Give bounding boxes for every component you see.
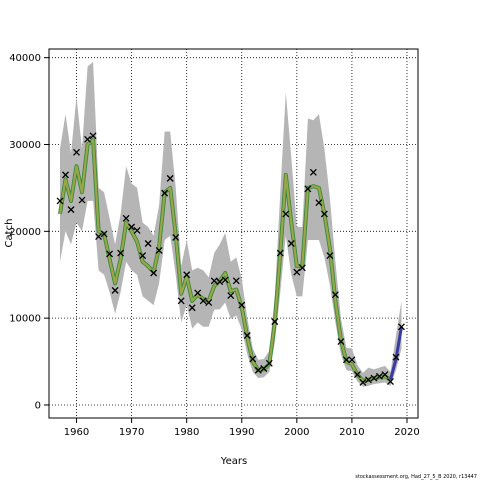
y-tick-label: 30000 [9, 140, 41, 151]
observed-point [271, 318, 279, 326]
observed-point [183, 271, 191, 279]
observed-point [62, 171, 69, 179]
observed-point [117, 249, 125, 257]
observed-point [133, 227, 141, 234]
observed-point [89, 132, 97, 140]
y-tick-label: 40000 [9, 53, 41, 64]
observed-point [337, 338, 345, 346]
observed-point [309, 168, 317, 176]
observed-point [370, 374, 378, 382]
observed-point [238, 301, 246, 309]
y-tick-label: 10000 [9, 314, 41, 325]
observed-point [56, 197, 64, 205]
observed-point [293, 268, 301, 276]
observed-point [298, 264, 306, 272]
y-axis: 0 10000 20000 30000 40000 [9, 53, 49, 411]
observed-point [78, 196, 86, 204]
observed-point [315, 199, 323, 207]
observed-point [392, 353, 400, 361]
observed-point [232, 277, 240, 285]
observed-point [249, 355, 257, 363]
y-axis-title: Catch [4, 219, 15, 248]
x-tick-label: 1990 [229, 427, 254, 438]
observed-point [205, 299, 213, 306]
observed-point [326, 252, 334, 260]
x-tick-label: 1970 [119, 427, 144, 438]
observed-point [320, 210, 328, 218]
plot-frame [48, 48, 419, 419]
observed-point [139, 252, 147, 260]
x-tick-label: 2020 [394, 427, 419, 438]
observed-point [375, 372, 383, 380]
observed-point [188, 304, 196, 312]
observed-point [199, 297, 207, 305]
observed-point [304, 185, 312, 193]
footer-text: stockassessment.org, Had_27_5_B 2020, r1… [355, 474, 477, 480]
observed-point [95, 233, 103, 240]
observed-point [364, 376, 372, 384]
x-tick-label: 2000 [284, 427, 309, 438]
x-tick-label: 1960 [64, 427, 89, 438]
observed-point [194, 289, 202, 297]
observed-point [348, 356, 356, 364]
observed-point [227, 292, 235, 300]
observed-point [398, 323, 405, 331]
y-tick-label: 20000 [9, 227, 41, 238]
x-axis: 1960 1970 1980 1990 2000 2010 2020 [64, 418, 420, 438]
observed-point [221, 276, 229, 284]
forecast-line [389, 326, 403, 381]
observed-markers [56, 132, 405, 386]
observed-point [387, 378, 394, 385]
x-tick-label: 1980 [174, 427, 199, 438]
confidence-band [60, 62, 402, 387]
observed-point [381, 371, 389, 379]
observed-point [73, 148, 80, 156]
observed-point [144, 240, 152, 247]
observed-point [166, 174, 174, 182]
observed-point [111, 286, 119, 294]
observed-point [155, 246, 163, 254]
estimate-line [58, 139, 392, 382]
observed-point [260, 365, 268, 372]
observed-point [331, 291, 339, 299]
observed-point [67, 206, 75, 214]
x-axis-title: Years [220, 456, 247, 467]
observed-point [359, 378, 367, 386]
observed-point [84, 135, 92, 143]
observed-point [254, 366, 262, 374]
observed-point [243, 332, 251, 339]
observed-point [282, 210, 290, 218]
observed-point [210, 277, 218, 285]
observed-point [161, 189, 169, 197]
x-tick-label: 2010 [339, 427, 364, 438]
observed-point [177, 297, 185, 305]
observed-point [216, 278, 224, 286]
observed-point [342, 356, 350, 364]
observed-point [106, 250, 114, 258]
observed-point [276, 249, 284, 257]
observed-point [100, 230, 108, 238]
observed-point [353, 371, 361, 379]
observed-point [172, 233, 180, 241]
observed-point [122, 214, 130, 222]
observed-point [150, 269, 158, 277]
y-tick-label: 0 [35, 400, 41, 411]
observed-point [265, 359, 273, 367]
observed-point [128, 223, 136, 231]
observed-point [287, 240, 295, 247]
